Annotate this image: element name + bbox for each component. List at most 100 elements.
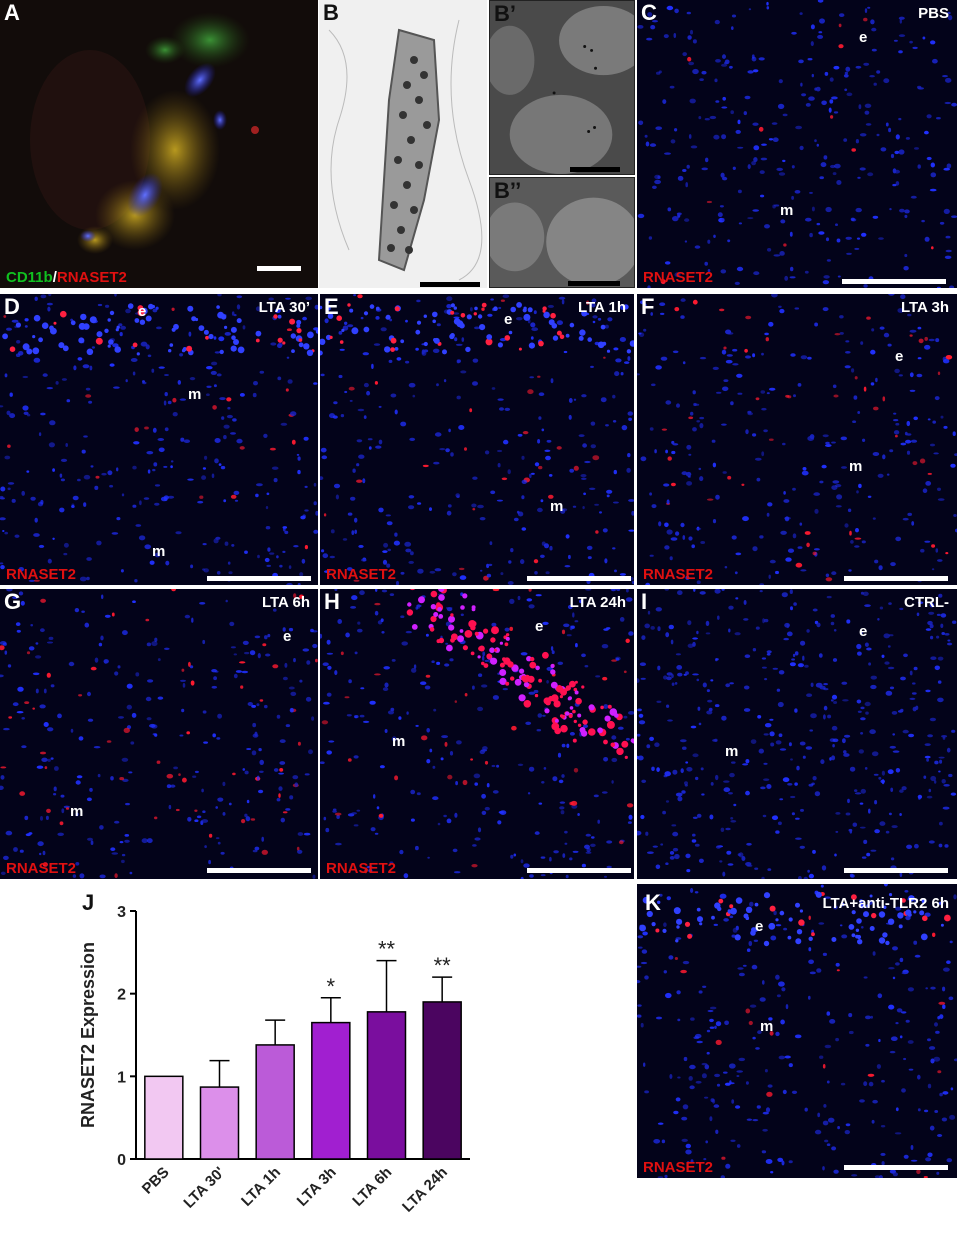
scale-bar-e [527,576,631,581]
bar-4 [366,1011,407,1160]
y-tick-label-2: 2 [117,987,126,1004]
panel-title-f: LTA 3h [900,299,949,316]
panel-b-double-prime: B’’ [489,177,635,288]
panel-label-b-prime: B’ [494,1,516,26]
stain-label-f: RNASET2 [643,566,714,583]
panel-title-d: LTA 30’ [258,299,310,316]
mesenchyme-mark-c: m [780,202,794,219]
panel-g: G LTA 6h e m RNASET2 [0,589,318,879]
panel-title-e: LTA 1h [577,299,626,316]
mesenchyme-mark-i: m [725,743,739,760]
scale-bar-b [420,282,480,287]
x-tick-label-4: LTA 6h [349,1164,395,1210]
micrograph-e [320,294,634,585]
epithelium-mark-e: e [504,311,513,328]
panel-title-c: PBS [918,5,949,22]
panel-label-i: I [641,589,648,614]
panel-label-g: G [4,589,22,614]
y-tick-label-0: 0 [117,1152,126,1169]
panel-d: D LTA 30’ e m m RNASET2 [0,294,318,585]
stain-label-k: RNASET2 [643,1159,714,1176]
epithelium-mark-g: e [283,628,292,645]
panel-i: I CTRL- e m [637,589,957,879]
panel-label-k: K [645,890,661,915]
micrograph-k [637,884,957,1178]
bar-0 [144,1075,184,1160]
stain-label-e: RNASET2 [326,566,397,583]
mesenchyme-mark-e: m [550,498,564,515]
scale-bar-i [844,868,948,873]
panel-a: A CD11b/RNASET2 [0,0,318,288]
significance-4: ** [378,937,396,962]
panel-label-f: F [641,294,655,319]
scale-bar-a [257,266,301,271]
scale-bar-b-prime [570,167,620,172]
scale-bar-k [844,1165,948,1170]
bar-chart-rnaset2: 0 1 2 3 RNASET2 Expression PBS LTA 30' LTA 1h * L… [78,904,470,1216]
mesenchyme-mark-f: m [849,458,863,475]
epithelium-mark-h: e [535,618,544,635]
x-tick-label-5: LTA 24h [399,1164,451,1216]
bar-1 [199,1086,240,1160]
y-tick-label-1: 1 [117,1069,126,1086]
mesenchyme-mark-d-1: m [188,386,202,403]
epithelium-mark-f: e [895,348,904,365]
stain-separator: / [52,269,57,286]
stain-label-h: RNASET2 [326,860,397,877]
bar-2 [255,1044,295,1160]
mesenchyme-mark-k: m [760,1018,774,1035]
panel-label-c: C [641,0,657,25]
micrograph-c [637,0,957,288]
x-tick-label-3: LTA 3h [294,1164,340,1210]
panel-label-h: H [324,589,340,614]
stain-label-a: CD11b/RNASET2 [6,270,127,285]
bar-5 [422,1001,462,1160]
y-axis-label: RNASET2 Expression [78,942,98,1128]
micrograph-i [637,589,957,879]
micrograph-h [320,589,634,879]
scale-bar-g [207,868,311,873]
epithelium-mark-k: e [755,918,764,935]
scale-bar-c [842,279,946,284]
scale-bar-d [207,576,311,581]
panel-title-k: LTA+anti-TLR2 6h [822,895,949,912]
micrograph-b-prime [490,1,634,174]
stain-label-g: RNASET2 [6,860,77,877]
y-tick-label-3: 3 [117,904,126,921]
scale-bar-h [527,868,631,873]
micrograph-g [0,589,318,879]
panel-k: K LTA+anti-TLR2 6h e m RNASET2 [637,884,957,1178]
mesenchyme-mark-g: m [70,803,84,820]
panel-c: C PBS e m RNASET2 [637,0,957,288]
stain-rnaset2: RNASET2 [56,269,127,286]
micrograph-f [637,294,957,585]
panel-b: B [319,0,487,288]
panel-title-g: LTA 6h [261,594,310,611]
micrograph-b-double-prime [490,178,634,287]
panel-h: H LTA 24h e m RNASET2 [320,589,634,879]
panel-label-e: E [324,294,339,319]
panel-title-h: LTA 24h [569,594,626,611]
panel-f: F LTA 3h e m RNASET2 [637,294,957,585]
mesenchyme-mark-h: m [392,733,406,750]
stain-label-d: RNASET2 [6,566,77,583]
panel-label-b: B [323,0,339,25]
epithelium-mark-c: e [859,29,868,46]
epithelium-mark-i: e [859,623,868,640]
micrograph-b [319,0,487,288]
mesenchyme-mark-d-2: m [152,543,166,560]
panel-e: E LTA 1h e m RNASET2 [320,294,634,585]
x-tick-label-0: PBS [139,1164,173,1198]
bar-3 [311,1021,351,1160]
panel-label-j: J [82,890,95,915]
x-tick-label-2: LTA 1h [238,1164,284,1210]
panel-label-d: D [4,294,20,319]
panel-label-a: A [4,0,20,25]
micrograph-d [0,294,318,585]
scale-bar-f [844,576,948,581]
stain-label-c: RNASET2 [643,269,714,286]
significance-3: * [327,974,336,999]
panel-b-prime: B’ [489,0,635,175]
scale-bar-b-double-prime [568,281,620,286]
micrograph-a [0,0,318,288]
